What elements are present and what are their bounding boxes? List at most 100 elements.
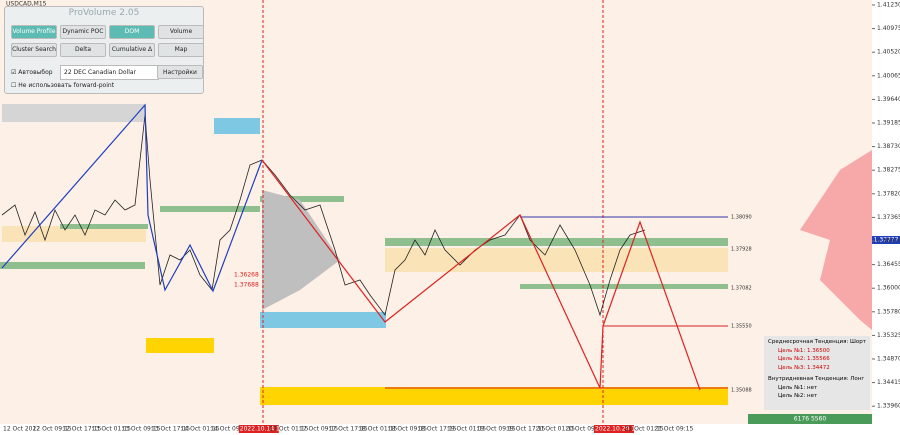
auto-select-label: Автовыбор xyxy=(18,69,53,76)
time-label: 20 Oct 01:15 xyxy=(536,426,575,433)
zone xyxy=(260,387,728,405)
left-level: 1.37688 xyxy=(234,282,259,289)
zone xyxy=(2,104,146,122)
forward-point-label: Не использовать forward-point xyxy=(18,82,115,89)
price-label: 1.39640 xyxy=(877,96,900,103)
time-label: 18 Oct 01:15 xyxy=(358,426,397,433)
time-label: 14 Oct 09:15 xyxy=(210,426,249,433)
level-label: 1.35088 xyxy=(731,388,752,394)
left-level: 1.36268 xyxy=(234,272,259,279)
price-label: 1.41230 xyxy=(877,2,900,9)
panel-button[interactable]: Map xyxy=(158,43,204,57)
time-label: 19 Oct 17:15 xyxy=(506,426,545,433)
dom-profile xyxy=(800,150,872,330)
panel-button[interactable]: Volume Profile xyxy=(11,25,57,39)
time-label: 21 Oct 09:15 xyxy=(654,426,693,433)
time-label: 12 Oct 09:15 xyxy=(33,426,72,433)
time-label: 17 Oct 09:15 xyxy=(299,426,338,433)
time-label: 20 Oct 09:15 xyxy=(565,426,604,433)
panel-button[interactable]: Cluster Search xyxy=(11,43,57,57)
intraday-trend: Внутридневная Тенденция: Лонг xyxy=(768,376,865,382)
price-label: 1.36910 xyxy=(877,238,900,245)
panel-button[interactable]: Dynamic POC xyxy=(60,25,106,39)
zone xyxy=(160,206,260,212)
panel-button[interactable]: DOM xyxy=(109,25,155,39)
price-label: 1.36000 xyxy=(877,285,900,292)
settings-button[interactable]: Настройки xyxy=(157,65,203,79)
intraday-target: Цель №2: нет xyxy=(778,393,818,399)
zone xyxy=(214,118,260,134)
time-label: 19 Oct 09:15 xyxy=(477,426,516,433)
time-highlight xyxy=(238,425,279,433)
auto-select[interactable]: ☑ Автовыбор xyxy=(11,69,53,76)
time-label: 14 Oct 01:15 xyxy=(181,426,220,433)
zone xyxy=(260,196,344,202)
instrument-select[interactable]: 22 DEC Canadian Dollar xyxy=(60,65,159,80)
price-label: 1.35325 xyxy=(877,332,900,339)
volume-box-bg xyxy=(748,414,872,424)
forward-point[interactable]: ☐ Не использовать forward-point xyxy=(11,82,115,89)
price-label: 1.37820 xyxy=(877,190,900,197)
price-label: 1.38730 xyxy=(877,143,900,150)
price-line xyxy=(1,114,646,317)
price-label: 1.39185 xyxy=(877,120,900,127)
zone xyxy=(146,338,214,353)
time-label: 12 Oct 17:15 xyxy=(62,426,101,433)
volume-profile xyxy=(262,190,340,310)
panel-button[interactable]: Volume xyxy=(158,25,204,39)
time-label: 18 Oct 09:15 xyxy=(388,426,427,433)
level-label: 1.38090 xyxy=(731,215,752,221)
price-label: 1.40975 xyxy=(877,25,900,32)
time-label: 2022.10.14 13:15 xyxy=(240,426,294,433)
price-label: 1.37365 xyxy=(877,214,900,221)
time-label: 17 Oct 17:15 xyxy=(329,426,368,433)
time-label: 21 Oct 01:15 xyxy=(625,426,664,433)
provolume-panel: ProVolume 2.05 Volume Profile Dynamic POC… xyxy=(4,6,204,94)
level-label: 1.37082 xyxy=(731,286,752,292)
time-axis-bg xyxy=(0,424,872,435)
zone xyxy=(260,312,386,328)
volume-box: 6176 5560 xyxy=(794,416,827,423)
time-label: 2022.10.20 17:15 xyxy=(595,426,649,433)
price-label: 1.40520 xyxy=(877,49,900,56)
zone xyxy=(385,248,728,272)
mid-target: Цель №3: 1.34472 xyxy=(778,364,830,371)
zone xyxy=(60,224,148,229)
intraday-target: Цель №1: нет xyxy=(778,384,818,391)
info-box: Среднесрочная Тенденция: Шорт Цель №1: 1… xyxy=(764,336,870,410)
price-label: 1.36455 xyxy=(877,261,900,268)
price-label: 1.35780 xyxy=(877,308,900,315)
panel-button[interactable]: Delta xyxy=(60,43,106,57)
time-label: 17 Oct 01:15 xyxy=(269,426,308,433)
price-label: 1.38275 xyxy=(877,167,900,174)
time-label: 12 Oct 2022 xyxy=(3,426,40,433)
level-label: 1.35550 xyxy=(731,324,752,330)
zigzag xyxy=(1,103,263,293)
zone xyxy=(385,238,728,246)
price-label: 1.34870 xyxy=(877,356,900,363)
time-label: 18 Oct 17:15 xyxy=(417,426,456,433)
price-label: 1.40065 xyxy=(877,72,900,79)
zone xyxy=(0,262,145,269)
mid-target: Цель №2: 1.35566 xyxy=(778,356,830,362)
mid-target: Цель №1: 1.36500 xyxy=(778,347,830,354)
zigzag xyxy=(261,159,701,391)
price-label: 1.33960 xyxy=(877,403,900,410)
time-highlight xyxy=(594,425,634,433)
current-price-box xyxy=(872,236,900,244)
panel-button[interactable]: Cumulative Δ xyxy=(109,43,155,57)
level-label: 1.37928 xyxy=(731,247,752,253)
time-label: 19 Oct 01:15 xyxy=(447,426,486,433)
zone xyxy=(520,284,728,289)
time-label: 13 Oct 17:15 xyxy=(151,426,190,433)
zone xyxy=(2,226,146,242)
time-label: 13 Oct 09:15 xyxy=(121,426,160,433)
panel-title: ProVolume 2.05 xyxy=(68,8,140,18)
price-label: 1.34415 xyxy=(877,379,900,386)
symbol: USDCAD,M15 xyxy=(6,1,47,8)
time-label: 13 Oct 01:15 xyxy=(92,426,131,433)
price-axis-bg xyxy=(872,0,900,435)
current-price: 1.37777 xyxy=(874,237,899,244)
